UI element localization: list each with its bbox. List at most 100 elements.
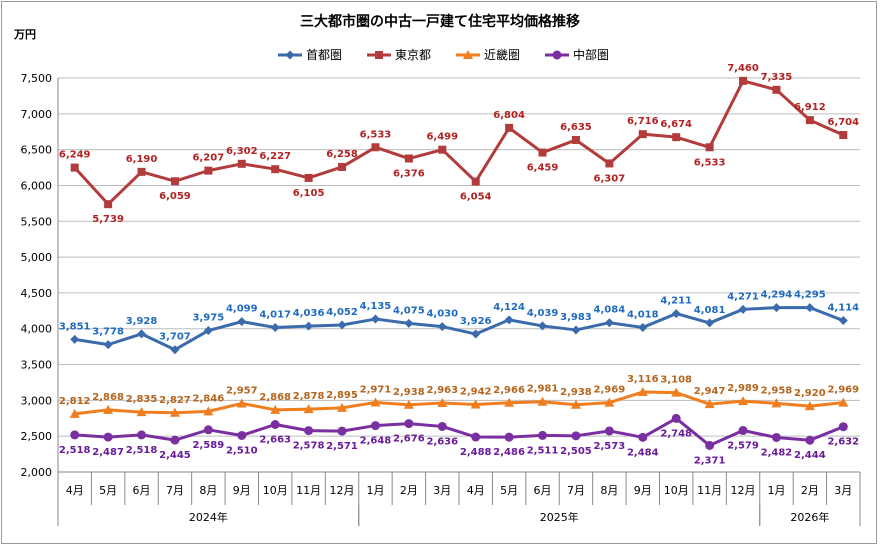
data-label: 2,868 [259,392,291,403]
data-point [805,303,815,313]
data-point [370,421,380,431]
year-label: 2024年 [189,510,228,524]
data-label: 2,868 [92,392,124,403]
y-tick-label: 4,000 [21,323,53,336]
data-label: 2,505 [560,446,592,457]
y-tick-label: 7,000 [21,108,53,121]
data-label: 2,573 [594,441,626,452]
data-label: 6,674 [660,119,692,130]
data-label: 4,124 [493,302,525,313]
data-label: 4,018 [627,309,659,320]
y-tick-label: 2,500 [21,430,53,443]
y-tick-label: 5,500 [21,215,53,228]
data-point [304,173,313,182]
data-label: 2,445 [159,450,191,461]
data-label: 4,039 [527,308,559,319]
data-point [705,143,714,152]
data-label: 4,084 [594,305,626,316]
data-point [203,406,214,416]
data-label: 2,488 [460,447,492,458]
data-point [438,145,447,154]
data-label: 2,957 [226,385,258,396]
data-point [538,430,548,440]
data-label: 6,704 [827,117,859,128]
x-tick-label: 4月 [467,484,485,497]
data-point [804,401,815,411]
data-point [237,430,247,440]
data-label: 6,912 [794,102,826,113]
data-label: 2,571 [326,441,358,452]
data-point [70,430,80,440]
data-label: 6,207 [193,153,225,164]
data-label: 2,484 [627,447,659,458]
data-point [437,322,447,332]
data-label: 4,114 [827,303,859,314]
x-tick-label: 10月 [664,484,689,497]
data-point [771,398,782,408]
data-label: 6,059 [159,191,191,202]
data-label: 2,878 [293,391,325,402]
y-unit-label: 万円 [13,28,36,41]
data-point [136,407,147,417]
x-tick-label: 3月 [834,484,852,497]
data-point [137,430,147,440]
data-point [404,154,413,163]
data-label: 2,966 [493,385,525,396]
data-label: 2,846 [193,393,225,404]
legend-item: 首都圏 [278,48,342,62]
y-tick-label: 6,500 [21,144,53,157]
data-point [103,432,113,442]
data-point [338,162,347,171]
data-label: 5,739 [92,214,124,225]
legend-label: 首都圏 [306,48,342,62]
series-3 [70,413,848,450]
data-label: 6,376 [393,169,425,180]
data-point [604,426,614,436]
data-point [604,318,614,328]
y-tick-label: 5,000 [21,251,53,264]
data-point [739,76,748,85]
data-point [203,425,213,435]
data-label: 3,116 [627,374,659,385]
x-tick-label: 12月 [731,484,756,497]
data-label: 2,578 [293,441,325,452]
data-point [404,318,414,328]
data-point [337,402,348,412]
data-label: 3,707 [159,332,191,343]
legend-item: 近畿圏 [456,48,520,62]
data-label: 2,947 [694,386,726,397]
data-point [638,322,648,332]
data-point [370,397,381,407]
data-point [337,320,347,330]
data-point [571,325,581,335]
data-label: 2,518 [126,445,158,456]
data-point [738,396,749,406]
data-point [371,143,380,152]
data-label: 2,371 [694,455,726,466]
data-label: 6,459 [527,163,559,174]
x-tick-label: 2月 [400,484,418,497]
data-point [504,315,514,325]
x-tick-label: 8月 [600,484,618,497]
legend-item: 中部圏 [545,47,609,62]
x-tick-label: 7月 [567,484,585,497]
data-point [671,387,682,397]
data-label: 3,975 [193,313,225,324]
data-point [203,326,213,336]
data-point [170,177,179,186]
data-label: 3,778 [92,327,124,338]
data-label: 6,105 [293,188,325,199]
chart-title: 三大都市圏の中古一戸建て住宅平均価格推移 [300,13,580,30]
series-1 [70,76,848,209]
data-label: 2,989 [727,383,759,394]
x-tick-label: 1月 [366,484,384,497]
data-label: 2,482 [761,447,793,458]
data-point [704,399,715,409]
data-label: 2,444 [794,450,826,461]
data-point [236,398,247,408]
data-point [103,340,113,350]
data-label: 7,335 [761,72,793,83]
